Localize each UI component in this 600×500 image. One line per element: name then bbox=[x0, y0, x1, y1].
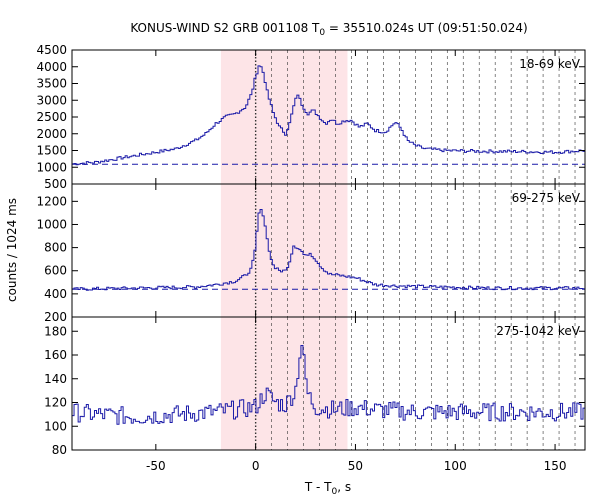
y-tick-label: 400 bbox=[44, 287, 67, 301]
y-tick-label: 3500 bbox=[36, 77, 67, 91]
y-tick-label: 500 bbox=[44, 177, 67, 191]
y-tick-label: 2000 bbox=[36, 127, 67, 141]
x-tick-label: 100 bbox=[444, 459, 467, 473]
energy-band-label: 18-69 keV bbox=[519, 57, 581, 71]
lightcurve-series bbox=[72, 65, 585, 166]
x-axis-label: T - T0, s bbox=[304, 480, 351, 497]
y-tick-label: 120 bbox=[44, 396, 67, 410]
y-tick-label: 4500 bbox=[36, 43, 67, 57]
y-tick-label: 1000 bbox=[36, 217, 67, 231]
x-tick-label: 0 bbox=[252, 459, 260, 473]
y-axis-label: counts / 1024 ms bbox=[5, 198, 19, 302]
y-tick-label: 1500 bbox=[36, 144, 67, 158]
y-tick-label: 1200 bbox=[36, 194, 67, 208]
energy-band-label: 69-275 keV bbox=[512, 191, 581, 205]
y-tick-label: 2500 bbox=[36, 110, 67, 124]
y-tick-label: 200 bbox=[44, 310, 67, 324]
x-tick-label: -50 bbox=[146, 459, 166, 473]
y-tick-label: 4000 bbox=[36, 60, 67, 74]
y-tick-label: 180 bbox=[44, 324, 67, 338]
shaded-interval bbox=[220, 50, 348, 450]
y-tick-label: 80 bbox=[52, 443, 67, 457]
y-tick-label: 160 bbox=[44, 348, 67, 362]
y-tick-label: 800 bbox=[44, 241, 67, 255]
y-tick-label: 3000 bbox=[36, 93, 67, 107]
lightcurve-series bbox=[72, 345, 585, 425]
y-tick-label: 1000 bbox=[36, 160, 67, 174]
x-tick-label: 150 bbox=[544, 459, 567, 473]
energy-band-label: 275-1042 keV bbox=[496, 324, 580, 338]
lightcurve-series bbox=[72, 208, 585, 291]
panel-frame bbox=[71, 316, 586, 451]
chart-title: KONUS-WIND S2 GRB 001108 T0 = 35510.024s… bbox=[130, 21, 527, 38]
x-tick-label: 50 bbox=[348, 459, 363, 473]
y-tick-label: 100 bbox=[44, 419, 67, 433]
y-tick-label: 140 bbox=[44, 372, 67, 386]
y-tick-label: 600 bbox=[44, 264, 67, 278]
